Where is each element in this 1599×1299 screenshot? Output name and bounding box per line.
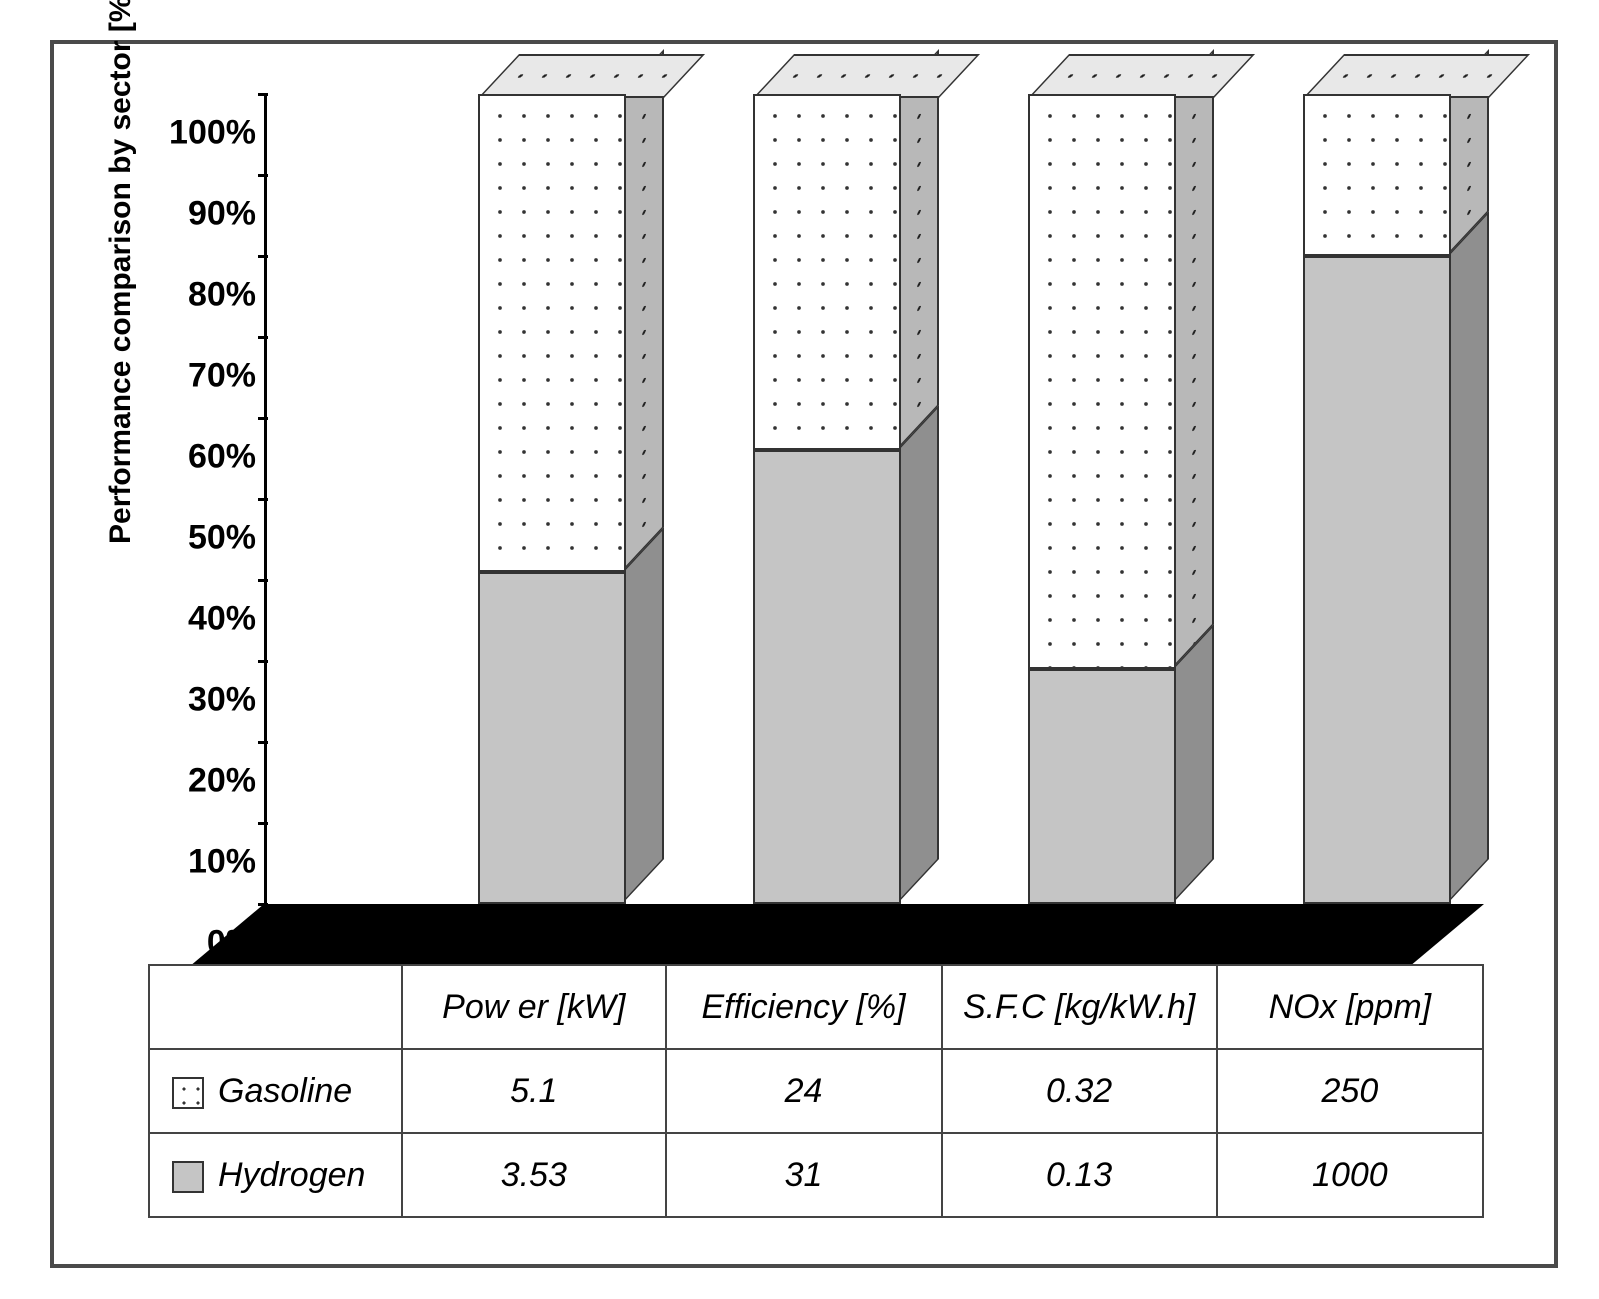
bars-area bbox=[264, 94, 1484, 904]
bar bbox=[478, 94, 626, 904]
cell: 0.13 bbox=[942, 1133, 1217, 1217]
bar bbox=[1028, 94, 1176, 904]
bar-side bbox=[897, 405, 939, 904]
legend-label: Gasoline bbox=[218, 1072, 352, 1110]
legend-swatch-gasoline bbox=[172, 1077, 204, 1109]
y-tick-label: 80% bbox=[188, 276, 256, 315]
y-tick-label: 30% bbox=[188, 681, 256, 720]
bar-segment-gasoline bbox=[478, 94, 626, 572]
bar-segment-hydrogen bbox=[1303, 256, 1451, 904]
cell: 24 bbox=[666, 1049, 942, 1133]
bar bbox=[1303, 94, 1451, 904]
y-tick-label: 70% bbox=[188, 357, 256, 396]
table-row-hydrogen: Hydrogen 3.53 31 0.13 1000 bbox=[149, 1133, 1483, 1217]
cell: 1000 bbox=[1217, 1133, 1483, 1217]
bar-side bbox=[622, 527, 664, 904]
cell: 31 bbox=[666, 1133, 942, 1217]
cell: 5.1 bbox=[402, 1049, 665, 1133]
y-axis-title: Performance comparison by sector [%] bbox=[104, 0, 138, 544]
y-tick-label: 60% bbox=[188, 438, 256, 477]
bar-front bbox=[478, 94, 626, 572]
bar-front bbox=[1303, 256, 1451, 904]
table-corner-blank bbox=[149, 965, 402, 1049]
data-table: Pow er [kW] Efficiency [%] S.F.C [kg/kW.… bbox=[148, 964, 1484, 1218]
bar-front bbox=[478, 572, 626, 904]
bar-front bbox=[753, 450, 901, 904]
bar-top bbox=[753, 54, 980, 98]
col-header: S.F.C [kg/kW.h] bbox=[942, 965, 1217, 1049]
y-tick-label: 10% bbox=[188, 843, 256, 882]
bar-top bbox=[1303, 54, 1530, 98]
bar-front bbox=[1303, 94, 1451, 256]
bar-segment-gasoline bbox=[1303, 94, 1451, 256]
bar-side bbox=[1172, 624, 1214, 904]
cell: 3.53 bbox=[402, 1133, 665, 1217]
legend-hydrogen: Hydrogen bbox=[149, 1133, 402, 1217]
bar-segment-hydrogen bbox=[478, 572, 626, 904]
bar-front bbox=[753, 94, 901, 450]
col-header: NOx [ppm] bbox=[1217, 965, 1483, 1049]
y-tick-label: 50% bbox=[188, 519, 256, 558]
y-tick-label: 20% bbox=[188, 762, 256, 801]
col-header: Efficiency [%] bbox=[666, 965, 942, 1049]
chart-floor bbox=[192, 904, 1484, 964]
bar-side bbox=[1172, 49, 1214, 669]
bar-segment-gasoline bbox=[1028, 94, 1176, 669]
legend-label: Hydrogen bbox=[218, 1156, 365, 1194]
y-tick-label: 90% bbox=[188, 195, 256, 234]
y-tick-label: 40% bbox=[188, 600, 256, 639]
bar-top bbox=[1028, 54, 1255, 98]
chart-area: Performance comparison by sector [%] 0%1… bbox=[134, 94, 1514, 1224]
cell: 0.32 bbox=[942, 1049, 1217, 1133]
plot-region: 0%10%20%30%40%50%60%70%80%90%100% bbox=[264, 94, 1484, 964]
bar-side bbox=[622, 49, 664, 572]
table-row-gasoline: Gasoline 5.1 24 0.32 250 bbox=[149, 1049, 1483, 1133]
bar-front bbox=[1028, 94, 1176, 669]
bar-segment-gasoline bbox=[753, 94, 901, 450]
y-tick-label: 100% bbox=[169, 114, 256, 153]
bar bbox=[753, 94, 901, 904]
legend-gasoline: Gasoline bbox=[149, 1049, 402, 1133]
y-tick-label: 0% bbox=[207, 924, 256, 963]
bar-side bbox=[897, 49, 939, 450]
bar-segment-hydrogen bbox=[753, 450, 901, 904]
col-header: Pow er [kW] bbox=[402, 965, 665, 1049]
table-header-row: Pow er [kW] Efficiency [%] S.F.C [kg/kW.… bbox=[149, 965, 1483, 1049]
legend-swatch-hydrogen bbox=[172, 1161, 204, 1193]
bar-segment-hydrogen bbox=[1028, 669, 1176, 904]
bar-side bbox=[1447, 211, 1489, 904]
bar-top bbox=[478, 54, 705, 98]
cell: 250 bbox=[1217, 1049, 1483, 1133]
bar-front bbox=[1028, 669, 1176, 904]
chart-frame: Performance comparison by sector [%] 0%1… bbox=[50, 40, 1558, 1268]
